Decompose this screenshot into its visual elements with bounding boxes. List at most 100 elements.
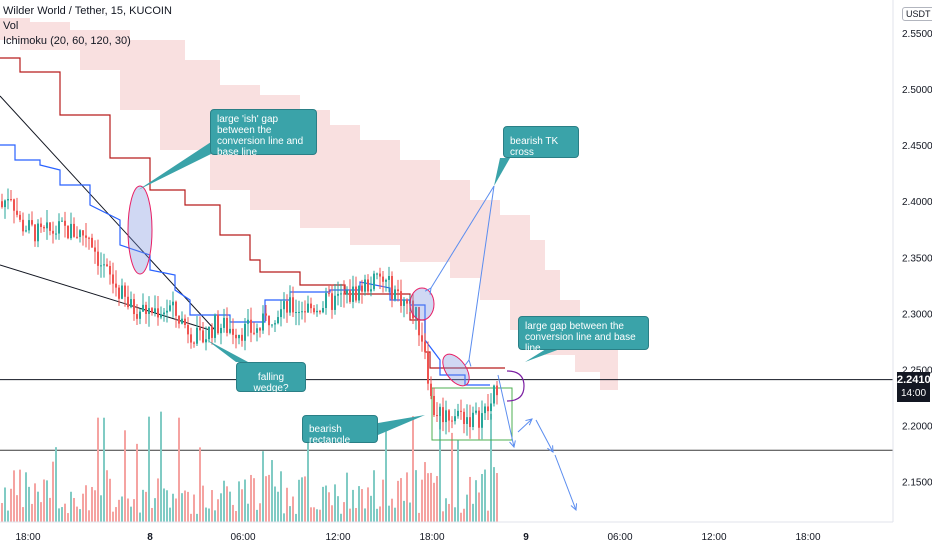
callout-falling-wedge[interactable]: falling wedge? [236, 362, 306, 394]
symbol-title[interactable]: Wilder World / Tether, 15, KUCOIN [3, 5, 172, 17]
candle-body [34, 224, 36, 242]
projection-arrow-3 [535, 419, 554, 453]
volume-bar [124, 430, 126, 522]
candle-body [85, 235, 87, 238]
volume-bar [430, 472, 432, 522]
arrow-head [547, 445, 554, 453]
volume-bar [298, 479, 300, 522]
volume-bar [355, 507, 357, 522]
volume-bar [466, 494, 468, 522]
volume-bar [82, 493, 84, 522]
volume-bar [340, 513, 342, 522]
candle-body [310, 303, 312, 309]
volume-bar [208, 508, 210, 522]
candle-body [127, 296, 129, 308]
candle-body [292, 297, 294, 313]
volume-bar [280, 471, 282, 522]
volume-bar [334, 484, 336, 522]
volume-bar [7, 510, 9, 522]
callout-gap-small[interactable]: large 'ish' gap between the conversion l… [210, 109, 317, 158]
drawing-marks [127, 142, 578, 512]
volume-label[interactable]: Vol [3, 20, 19, 32]
candle-body [19, 214, 21, 220]
volume-bar [376, 508, 378, 522]
ichimoku-label[interactable]: Ichimoku (20, 60, 120, 30) [3, 35, 131, 47]
volume-bar [310, 507, 312, 522]
candle-body [13, 199, 15, 211]
candle-body [202, 330, 204, 343]
candle-body [469, 417, 471, 428]
volume-bar [424, 462, 426, 522]
volume-bar [85, 485, 87, 522]
volume-bar [52, 461, 54, 522]
callout-pointer [138, 142, 211, 190]
candle-body [418, 307, 420, 336]
volume-bar [151, 507, 153, 522]
candle-body [367, 279, 369, 292]
trend-lines [0, 95, 513, 441]
callout-pointer [378, 415, 425, 435]
volume-bar [472, 503, 474, 522]
candle-body [196, 327, 198, 344]
candle-body [334, 295, 336, 310]
callout-pointer [207, 340, 248, 362]
volume-bar [166, 490, 168, 522]
volume-bar [337, 496, 339, 522]
volume-bar [379, 506, 381, 522]
volume-bar [61, 507, 63, 522]
volume-bar [187, 491, 189, 522]
volume-bar [22, 507, 24, 522]
time-tick-label: 18:00 [15, 532, 40, 543]
volume-bar [169, 507, 171, 522]
candle-body [37, 223, 39, 242]
candle-body [247, 319, 249, 324]
currency-badge[interactable]: USDT [902, 7, 932, 21]
candle-body [106, 264, 108, 267]
volume-bar [100, 495, 102, 522]
volume-bar [202, 485, 204, 522]
time-axis[interactable]: 18:00 8 06:00 12:00 18:00 9 06:00 12:00 18:00 [15, 532, 820, 543]
tk-cross-arrow-1 [430, 185, 495, 289]
candle-body [472, 412, 474, 428]
candle-body [16, 210, 18, 215]
volume-bar [136, 443, 138, 522]
volume-bar [412, 416, 414, 522]
volume-bar [244, 479, 246, 522]
volume-bar [493, 467, 495, 522]
volume-bar [121, 496, 123, 522]
volume-bar [394, 507, 396, 522]
volume-bar [274, 486, 276, 522]
candle-body [130, 299, 132, 308]
price-axis[interactable]: 2.5500 2.5000 2.4500 2.4000 2.3500 2.3000 2.25… [902, 29, 932, 489]
candle-body [322, 308, 324, 313]
candle-body [40, 223, 42, 228]
callout-gap-large[interactable]: large gap between the conversion line an… [518, 316, 649, 354]
candle-body [277, 317, 279, 324]
candle-body [238, 334, 240, 339]
callout-bearish-rectangle[interactable]: bearish rectangle [302, 415, 378, 446]
volume-bar [1, 503, 3, 522]
candle-body [214, 314, 216, 338]
candle-body [109, 266, 111, 275]
candle-body [331, 293, 333, 310]
price-tick-label: 2.2500 [902, 365, 932, 376]
volume-bar [442, 511, 444, 522]
candle-body [208, 326, 210, 340]
base-line [0, 57, 505, 369]
candle-body [244, 323, 246, 341]
price-tick-label: 2.2000 [902, 422, 932, 433]
candle-body [397, 289, 399, 292]
volume-bar [28, 486, 30, 522]
candle-body [223, 317, 225, 328]
ichimoku-cloud [0, 18, 618, 390]
candle-body [73, 223, 75, 237]
volume-bar [433, 482, 435, 522]
candle-body [190, 334, 192, 343]
candle-body [349, 290, 351, 302]
volume-bar [64, 503, 66, 522]
callout-tk-cross[interactable]: bearish TK cross [503, 126, 579, 158]
candle-body [394, 289, 396, 300]
candle-body [115, 283, 117, 288]
